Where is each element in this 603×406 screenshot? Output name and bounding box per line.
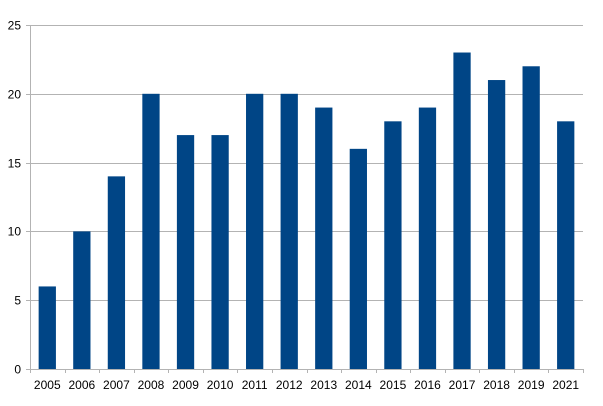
bar-2005 bbox=[38, 286, 56, 369]
x-tick-label: 2010 bbox=[207, 378, 234, 392]
bar-2015 bbox=[384, 121, 402, 369]
y-tick-label: 10 bbox=[8, 225, 22, 239]
x-tick-label: 2008 bbox=[138, 378, 165, 392]
axes bbox=[26, 25, 584, 373]
bar-2007 bbox=[107, 176, 126, 369]
bar-2021 bbox=[557, 121, 575, 369]
x-tick-label: 2014 bbox=[345, 378, 372, 392]
x-tick-label: 2009 bbox=[172, 378, 199, 392]
x-tick-label: 2005 bbox=[34, 378, 61, 392]
y-tick-label: 25 bbox=[8, 19, 22, 33]
x-tick-label: 2007 bbox=[103, 378, 130, 392]
x-tick-label: 2016 bbox=[414, 378, 441, 392]
x-tick-label: 2011 bbox=[242, 378, 268, 392]
y-tick-label: 0 bbox=[14, 363, 21, 377]
bar-2019 bbox=[522, 66, 540, 369]
bar-2011 bbox=[246, 93, 264, 370]
bar-2008 bbox=[142, 93, 160, 370]
bar-2013 bbox=[315, 107, 333, 369]
y-tick-label: 5 bbox=[14, 294, 21, 308]
x-tick-label: 2019 bbox=[518, 378, 545, 392]
x-tick-label: 2017 bbox=[449, 378, 476, 392]
x-tick-label: 2006 bbox=[68, 378, 95, 392]
bars bbox=[38, 52, 575, 370]
bar-2009 bbox=[176, 135, 195, 369]
bar-2006 bbox=[73, 231, 91, 369]
x-tick-label: 2013 bbox=[310, 378, 337, 392]
y-tick-label: 20 bbox=[8, 88, 22, 102]
bar-2010 bbox=[211, 135, 229, 369]
bar-2016 bbox=[418, 107, 437, 369]
x-tick-labels: 2005 2006 2007 2008 2009 2010 2011 2012 2013 2014… bbox=[34, 378, 579, 392]
bar-2017 bbox=[453, 52, 471, 370]
bar-2014 bbox=[349, 148, 367, 369]
x-tick-label: 2018 bbox=[483, 378, 510, 392]
y-tick-labels: 0 5 10 15 20 25 bbox=[8, 19, 22, 377]
y-tick-label: 15 bbox=[8, 157, 22, 171]
bar-2012 bbox=[280, 93, 298, 370]
x-tick-label: 2021 bbox=[552, 378, 579, 392]
x-tick-label: 2015 bbox=[380, 378, 407, 392]
x-tick-label: 2012 bbox=[276, 378, 303, 392]
bar-2018 bbox=[487, 80, 506, 369]
